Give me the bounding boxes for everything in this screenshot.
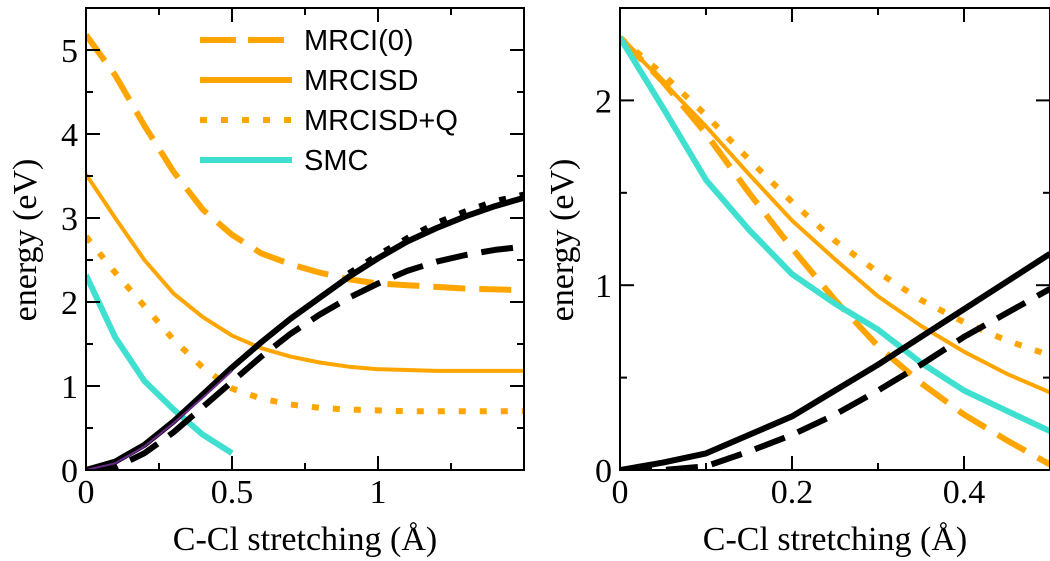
series-black-dashed xyxy=(620,286,1050,470)
x-tick-label: 1 xyxy=(370,474,387,511)
series-black-solid xyxy=(86,194,524,470)
series-group xyxy=(86,33,524,470)
series-orange-dotted xyxy=(620,35,1050,359)
series-orange-dashed xyxy=(86,33,524,294)
x-tick-label: 0 xyxy=(78,474,95,511)
y-tick-label: 0 xyxy=(595,453,612,490)
x-tick-label: 0.2 xyxy=(771,474,814,511)
x-tick-label: 0.4 xyxy=(943,474,986,511)
y-tick-label: 2 xyxy=(61,285,78,322)
left-panel: 0 0.5 1 0 1 2 3 4 5 C-Cl stretching (Å) energy (eV… xyxy=(7,7,525,558)
plot-frame xyxy=(619,7,1050,471)
legend: MRCI(0) MRCISD MRCISD+Q SMC xyxy=(200,25,458,177)
series-turquoise-solid xyxy=(620,36,1050,434)
x-axis-label: C-Cl stretching (Å) xyxy=(173,521,437,558)
x-tick-label: 0.5 xyxy=(211,474,254,511)
y-tick-label: 4 xyxy=(61,117,78,154)
y-tick-label: 1 xyxy=(595,268,612,305)
legend-label: MRCI(0) xyxy=(304,25,414,57)
series-group xyxy=(620,35,1050,470)
legend-label: MRCISD xyxy=(304,65,418,97)
y-axis-label: energy (eV) xyxy=(7,159,44,322)
y-tick-label: 3 xyxy=(61,201,78,238)
y-axis-label: energy (eV) xyxy=(544,159,581,322)
series-orange-dashed xyxy=(620,35,1050,468)
series-black-solid xyxy=(620,251,1050,470)
series-orange-solid xyxy=(620,36,1050,395)
x-tick-label: 0 xyxy=(612,474,629,511)
legend-label: MRCISD+Q xyxy=(304,105,458,137)
x-axis-label: C-Cl stretching (Å) xyxy=(703,521,967,558)
legend-label: SMC xyxy=(304,145,368,177)
series-orange-solid xyxy=(86,173,524,373)
y-tick-label: 1 xyxy=(61,369,78,406)
series-purple-solid xyxy=(86,370,233,470)
y-tick-label: 5 xyxy=(61,33,78,70)
series-turquoise-solid xyxy=(86,273,234,456)
series-black-dashed xyxy=(86,243,524,470)
y-tick-label: 2 xyxy=(595,83,612,120)
y-tick-label: 0 xyxy=(61,453,78,490)
right-panel: 0 0.2 0.4 0 1 2 C-Cl stretching (Å) energy (eV) xyxy=(544,7,1050,558)
